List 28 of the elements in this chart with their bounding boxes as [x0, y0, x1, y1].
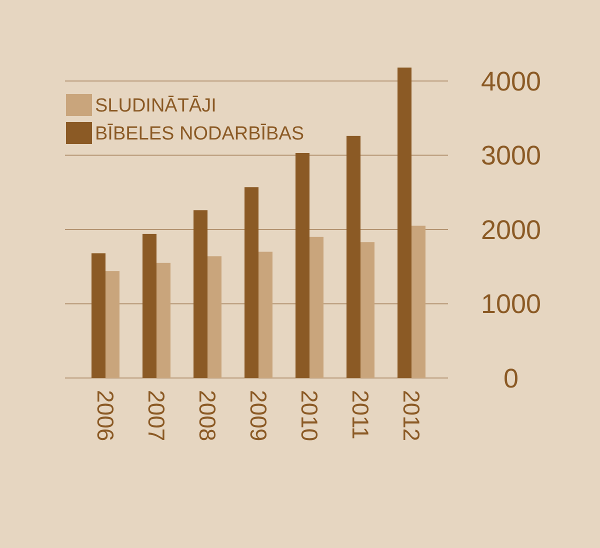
bar: [296, 152, 310, 378]
y-tick-label: 0: [503, 363, 519, 394]
x-tick-label: 2008: [194, 390, 220, 442]
x-tick-label: 2006: [92, 390, 118, 442]
bar: [208, 256, 222, 378]
bar: [244, 187, 258, 378]
bar: [346, 136, 360, 378]
x-tick-label: 2007: [143, 390, 170, 442]
bar: [360, 242, 374, 378]
y-tick-label: 2000: [480, 214, 542, 245]
bar: [194, 210, 208, 378]
bar: [106, 271, 120, 378]
x-tick-label: 2012: [398, 390, 424, 442]
bar: [310, 236, 324, 378]
bar: [92, 253, 106, 378]
bar: [258, 252, 272, 378]
bar: [156, 262, 170, 378]
y-tick-label: 1000: [480, 289, 542, 320]
legend-label: BĪBELES NODARBĪBAS: [95, 124, 304, 145]
legend-label: SLUDINĀTĀJI: [95, 96, 216, 117]
x-tick-label: 2009: [245, 390, 272, 442]
bar: [142, 234, 156, 378]
bar: [412, 226, 426, 378]
x-tick-label: 2010: [296, 390, 322, 442]
y-tick-label: 3000: [480, 140, 542, 171]
x-tick-label: 2011: [347, 390, 374, 440]
bar: [398, 68, 412, 378]
y-tick-label: 4000: [480, 66, 542, 96]
